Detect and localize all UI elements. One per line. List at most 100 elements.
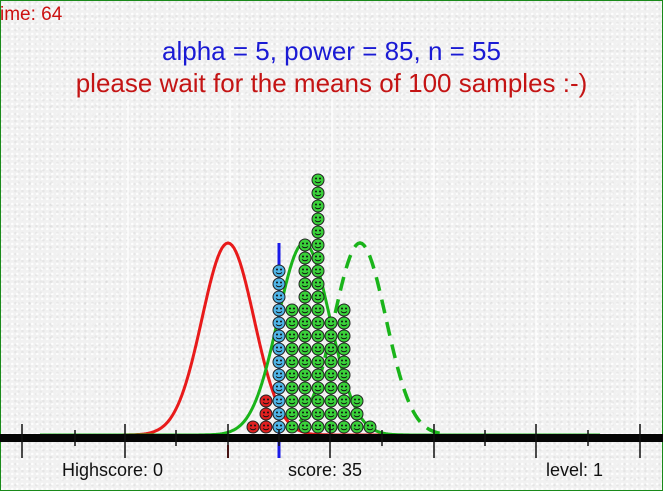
smiley-ball-icon (285, 368, 299, 382)
highscore-label: Highscore: 0 (62, 460, 164, 480)
ball-eye (280, 320, 282, 323)
ball-mouth (314, 194, 322, 197)
ball-eye (306, 242, 308, 245)
smiley-ball-icon (285, 407, 299, 421)
ball-body (311, 277, 325, 291)
ball-eye (367, 424, 369, 427)
ball-eye (289, 359, 291, 362)
ball-eye (315, 177, 317, 180)
ball-mouth (340, 376, 348, 379)
ball-eye (302, 307, 304, 310)
ball-mouth (353, 415, 361, 418)
ball-mouth (340, 337, 348, 340)
smiley-ball-icon (298, 329, 312, 343)
ball-mouth (288, 324, 296, 327)
ball-eye (332, 346, 334, 349)
smiley-ball-icon (298, 407, 312, 421)
smiley-ball-icon (259, 420, 273, 434)
ball-body (311, 199, 325, 213)
ball-body (298, 420, 312, 434)
ball-eye (358, 411, 360, 414)
ball-eye (315, 229, 317, 232)
ball-body (285, 394, 299, 408)
ball-eye (315, 294, 317, 297)
smiley-ball-icon (272, 329, 286, 343)
ball-eye (345, 385, 347, 388)
smiley-ball-icon (311, 199, 325, 213)
ball-eye (345, 398, 347, 401)
smiley-ball-icon (298, 316, 312, 330)
ball-body (272, 407, 286, 421)
ball-body (311, 303, 325, 317)
ball-eye (345, 320, 347, 323)
ball-eye (293, 359, 295, 362)
smiley-ball-icon (324, 394, 338, 408)
ball-mouth (275, 337, 283, 340)
ball-eye (315, 359, 317, 362)
ball-eye (263, 424, 265, 427)
ball-eye (276, 281, 278, 284)
ball-mouth (301, 402, 309, 405)
ball-body (285, 407, 299, 421)
ball-eye (315, 320, 317, 323)
ball-eye (341, 320, 343, 323)
ball-eye (345, 424, 347, 427)
smiley-ball-icon (324, 342, 338, 356)
ball-eye (341, 398, 343, 401)
ball-mouth (301, 272, 309, 275)
ball-eye (332, 320, 334, 323)
ball-mouth (314, 233, 322, 236)
ball-mouth (314, 259, 322, 262)
ball-eye (341, 424, 343, 427)
ball-mouth (288, 402, 296, 405)
ball-mouth (314, 363, 322, 366)
smiley-ball-icon (272, 264, 286, 278)
ball-eye (306, 411, 308, 414)
smiley-ball-icon (324, 329, 338, 343)
ball-body (298, 394, 312, 408)
ball-mouth (327, 324, 335, 327)
ball-mouth (288, 389, 296, 392)
ball-eye (315, 385, 317, 388)
ball-eye (276, 372, 278, 375)
ball-eye (319, 424, 321, 427)
smiley-ball-icon (298, 355, 312, 369)
ball-body (324, 394, 338, 408)
ball-eye (341, 333, 343, 336)
smiley-ball-icon (311, 394, 325, 408)
smiley-ball-icon (337, 355, 351, 369)
ball-eye (306, 333, 308, 336)
ball-body (311, 355, 325, 369)
smiley-ball-icon (285, 329, 299, 343)
smiley-ball-icon (311, 329, 325, 343)
smiley-ball-icon (311, 238, 325, 252)
ball-mouth (314, 220, 322, 223)
ball-body (298, 342, 312, 356)
smiley-ball-icon (272, 316, 286, 330)
smiley-ball-icon (298, 251, 312, 265)
ball-eye (302, 294, 304, 297)
ball-body (285, 303, 299, 317)
smiley-ball-icon (311, 186, 325, 200)
score-label: score: 35 (288, 460, 363, 480)
ball-mouth (275, 285, 283, 288)
ball-eye (302, 385, 304, 388)
ball-eye (315, 307, 317, 310)
ball-mouth (340, 415, 348, 418)
ball-eye (328, 398, 330, 401)
ball-eye (280, 411, 282, 414)
ball-eye (319, 294, 321, 297)
ball-eye (293, 372, 295, 375)
ball-mouth (288, 428, 296, 431)
ball-eye (306, 294, 308, 297)
ball-mouth (275, 272, 283, 275)
ball-eye (319, 203, 321, 206)
ball-body (311, 212, 325, 226)
ball-body (298, 368, 312, 382)
ball-body (350, 407, 364, 421)
ball-body (311, 342, 325, 356)
ball-body (298, 251, 312, 265)
ball-mouth (314, 246, 322, 249)
ball-mouth (288, 337, 296, 340)
